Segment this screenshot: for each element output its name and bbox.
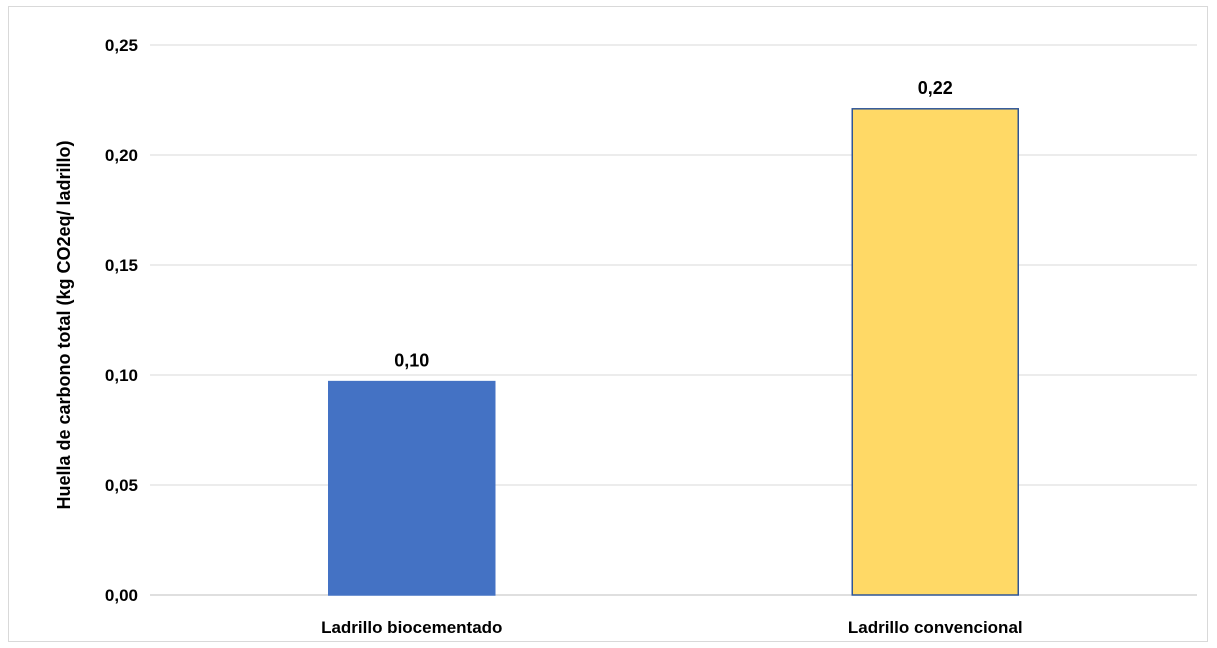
- category-label-2: Ladrillo convencional: [848, 618, 1023, 637]
- y-tick-label: 0,15: [105, 256, 138, 275]
- bar-2: [851, 108, 1019, 596]
- y-tick-label: 0,10: [105, 366, 138, 385]
- gridlines: [150, 44, 1197, 596]
- data-labels: 0,10 0,22: [394, 78, 953, 371]
- y-tick-label: 0,00: [105, 586, 138, 605]
- category-labels: Ladrillo biocementado Ladrillo convencion…: [321, 618, 1023, 637]
- bars: [328, 108, 1019, 596]
- y-axis-title: Huella de carbono total (kg CO2eq/ ladri…: [54, 140, 74, 509]
- y-tick-label: 0,20: [105, 146, 138, 165]
- data-label-1: 0,10: [394, 351, 429, 371]
- bar-1: [328, 380, 496, 596]
- y-tick-label: 0,25: [105, 36, 138, 55]
- data-label-2: 0,22: [918, 78, 953, 98]
- y-axis-ticks: 0,00 0,05 0,10 0,15 0,20 0,25: [105, 36, 138, 605]
- y-tick-label: 0,05: [105, 476, 138, 495]
- category-label-1: Ladrillo biocementado: [321, 618, 502, 637]
